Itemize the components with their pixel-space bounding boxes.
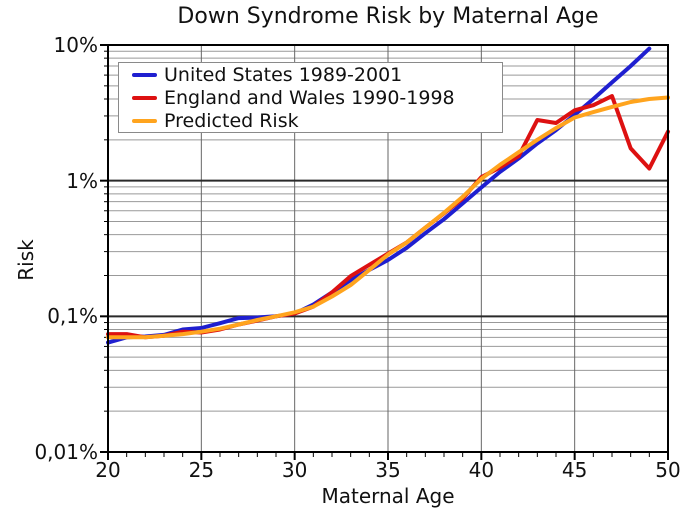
chart-title: Down Syndrome Risk by Maternal Age [177,4,599,29]
legend-label: England and Wales 1990-1998 [164,86,455,109]
x-tick-label: 40 [468,458,495,482]
x-axis-title: Maternal Age [321,484,455,508]
legend-item-england-wales: England and Wales 1990-1998 [132,87,502,109]
x-tick-label: 30 [281,458,308,482]
x-tick-label: 20 [95,458,121,482]
legend-label: United States 1989-2001 [164,63,403,86]
x-tick-label: 25 [188,458,215,482]
y-tick-label: 1% [66,168,98,193]
x-tick-label: 35 [375,458,401,482]
legend: United States 1989-2001 England and Wale… [118,62,503,133]
legend-item-united-states: United States 1989-2001 [132,64,502,86]
x-tick-label: 45 [561,458,588,482]
line-swatch-blue [132,72,157,77]
plot-border [107,44,669,453]
y-tick-label: 0,1% [47,304,98,329]
y-tick-label: 0,01% [34,440,98,464]
x-tick-label: 50 [655,458,681,482]
y-axis-title: Risk [14,239,38,281]
legend-label: Predicted Risk [164,109,299,132]
legend-item-predicted-risk: Predicted Risk [132,110,502,132]
y-tick-label: 10% [53,33,98,57]
line-swatch-red [132,95,157,100]
line-swatch-orange [132,118,157,123]
series-line [106,95,670,340]
